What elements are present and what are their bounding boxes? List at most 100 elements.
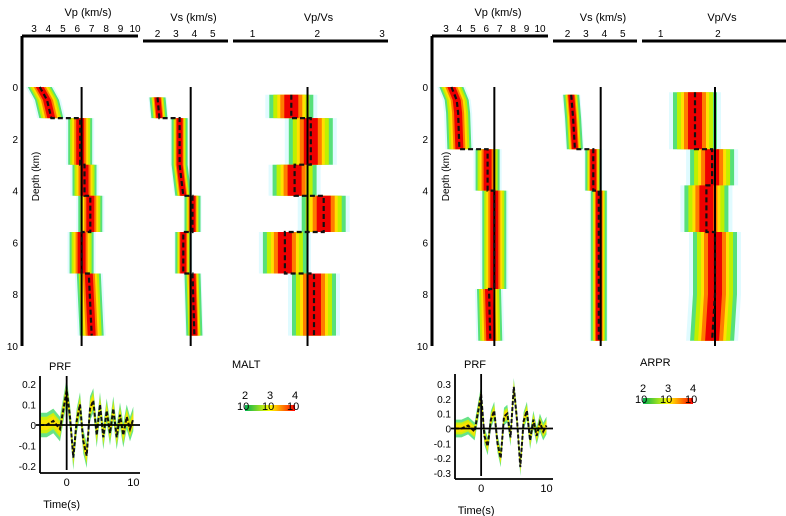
arpr-vs-tick-label-4: 4: [602, 29, 608, 40]
malt-prf-xlabel: Time(s): [43, 499, 80, 511]
arpr-depth-tick-4: 4: [422, 187, 428, 198]
arpr-prf-ytick--0.1: -0.1: [434, 439, 452, 450]
arpr-vs-tick-label-2: 2: [565, 29, 571, 40]
malt-vs-best-fit: [156, 97, 196, 336]
malt-vp-tick-label-3: 3: [31, 24, 37, 35]
malt-vp-tick-label-4: 4: [46, 24, 52, 35]
malt-depth-tick-0: 0: [12, 83, 18, 94]
malt-prf-xtick-0: 0: [64, 477, 70, 489]
arpr-depth-tick-0: 0: [422, 83, 428, 94]
malt-vp-tick-label-7: 7: [89, 24, 95, 35]
malt-vs-band-5: [154, 97, 198, 336]
arpr-prf-ytick-0: 0: [445, 424, 451, 435]
arpr-vs-best-fit: [570, 94, 600, 341]
arpr-prf-ytick--0.2: -0.2: [434, 454, 452, 465]
arpr-colorbar-base-2: 10: [685, 394, 697, 406]
malt-vpvs-tick-label-3: 3: [379, 29, 385, 40]
arpr-vs-tick-label-5: 5: [620, 29, 626, 40]
arpr-vs-tick-label-3: 3: [583, 29, 589, 40]
malt-vp-tick-label-9: 9: [118, 24, 124, 35]
arpr-prf-title: PRF: [464, 359, 486, 371]
malt-colorbar: [245, 405, 295, 411]
arpr-vp-tick-label-4: 4: [457, 24, 463, 35]
arpr-prf-trace: [455, 386, 548, 468]
malt-vpvs-tick-label-2: 2: [314, 29, 320, 40]
malt-colorbar-base-1: 10: [262, 401, 274, 413]
arpr-prf-ytick-0.3: 0.3: [437, 380, 451, 391]
malt-vp-best-fit: [38, 86, 93, 336]
malt-vp-title: Vp (km/s): [64, 7, 111, 19]
arpr-depth-tick-10: 10: [417, 342, 429, 353]
malt-depth-label: Depth (km): [31, 152, 42, 201]
arpr-station-label: ARPR: [640, 357, 671, 369]
malt-vp-density: [25, 87, 106, 336]
arpr-prf-xlabel: Time(s): [458, 505, 495, 516]
arpr-prf-ytick--0.3: -0.3: [434, 469, 452, 480]
arpr-vp-title: Vp (km/s): [474, 7, 521, 19]
malt-prf-xtick-10: 10: [127, 477, 139, 489]
arpr-depth-label: Depth (km): [441, 152, 452, 201]
arpr-vp-tick-label-10: 10: [534, 24, 546, 35]
malt-vs-tick-label-2: 2: [155, 29, 161, 40]
arpr-vp-tick-label-5: 5: [470, 24, 476, 35]
arpr-vp-tick-label-8: 8: [510, 24, 516, 35]
malt-vp-tick-label-8: 8: [103, 24, 109, 35]
arpr-colorbar-base-1: 10: [660, 394, 672, 406]
malt-vs-band-3: [152, 97, 200, 336]
malt-colorbar-exp-2: 2: [242, 390, 248, 402]
arpr-vp-tick-label-3: 3: [443, 24, 449, 35]
malt-prf-ytick-0: 0: [30, 421, 36, 432]
malt-vp-tick-label-5: 5: [60, 24, 66, 35]
malt-prf-ytick--0.1: -0.1: [19, 441, 37, 452]
arpr-vp-density: [437, 87, 509, 341]
arpr-vpvs-title: Vp/Vs: [707, 12, 737, 24]
arpr-vpvs-best-fit: [693, 92, 717, 341]
arpr-colorbar-exp-3: 3: [665, 383, 671, 395]
malt-prf-ytick-0.1: 0.1: [22, 401, 36, 412]
arpr-vpvs-density: [669, 92, 741, 341]
malt-colorbar-exp-3: 3: [267, 390, 273, 402]
arpr-vp-best-fit: [450, 86, 496, 341]
malt-colorbar-exp-4: 4: [292, 390, 298, 402]
arpr-vpvs-tick-label-2: 2: [715, 29, 721, 40]
arpr-vpvs-tick-label-1: 1: [658, 29, 664, 40]
malt-colorbar-base-2: 10: [287, 401, 299, 413]
malt-depth-tick-8: 8: [12, 290, 18, 301]
arpr-prf-envelope-2: [455, 383, 547, 471]
malt-prf-title: PRF: [49, 361, 71, 373]
malt-vpvs-title: Vp/Vs: [304, 12, 334, 24]
arpr-vp-tick-label-7: 7: [497, 24, 503, 35]
malt-prf-envelope-0: [40, 378, 134, 470]
malt-vs-tick-label-3: 3: [173, 29, 179, 40]
arpr-depth-tick-6: 6: [422, 238, 428, 249]
malt-colorbar-base-0: 10: [237, 401, 249, 413]
malt-vpvs-tick-label-1: 1: [250, 29, 256, 40]
malt-prf-trace: [40, 390, 135, 458]
arpr-colorbar-exp-2: 2: [640, 383, 646, 395]
arpr-colorbar-base-0: 10: [635, 394, 647, 406]
malt-vpvs-density: [258, 94, 350, 336]
malt-vs-title: Vs (km/s): [170, 12, 216, 24]
malt-vp-tick-label-6: 6: [75, 24, 81, 35]
malt-depth-tick-2: 2: [12, 135, 18, 146]
arpr-colorbar-exp-4: 4: [690, 383, 696, 395]
malt-vs-density: [148, 97, 204, 336]
arpr-vp-tick-label-6: 6: [484, 24, 490, 35]
malt-prf-ytick--0.2: -0.2: [19, 462, 37, 473]
arpr-prf-xtick-10: 10: [540, 483, 552, 495]
arpr-prf-xtick-0: 0: [478, 483, 484, 495]
arpr-vs-title: Vs (km/s): [580, 12, 626, 24]
malt-prf-ytick-0.2: 0.2: [22, 380, 36, 391]
malt-vp-tick-label-10: 10: [129, 24, 141, 35]
arpr-depth-tick-2: 2: [422, 135, 428, 146]
arpr-depth-tick-8: 8: [422, 290, 428, 301]
malt-prf-envelope-1: [40, 382, 134, 466]
arpr-vp-tick-label-9: 9: [524, 24, 530, 35]
arpr-prf-ytick-0.2: 0.2: [437, 395, 451, 406]
malt-station-label: MALT: [232, 359, 261, 371]
arpr-prf-ytick-0.1: 0.1: [437, 410, 451, 421]
malt-vs-tick-label-5: 5: [210, 29, 216, 40]
malt-depth-tick-4: 4: [12, 187, 18, 198]
malt-depth-tick-10: 10: [7, 342, 19, 353]
